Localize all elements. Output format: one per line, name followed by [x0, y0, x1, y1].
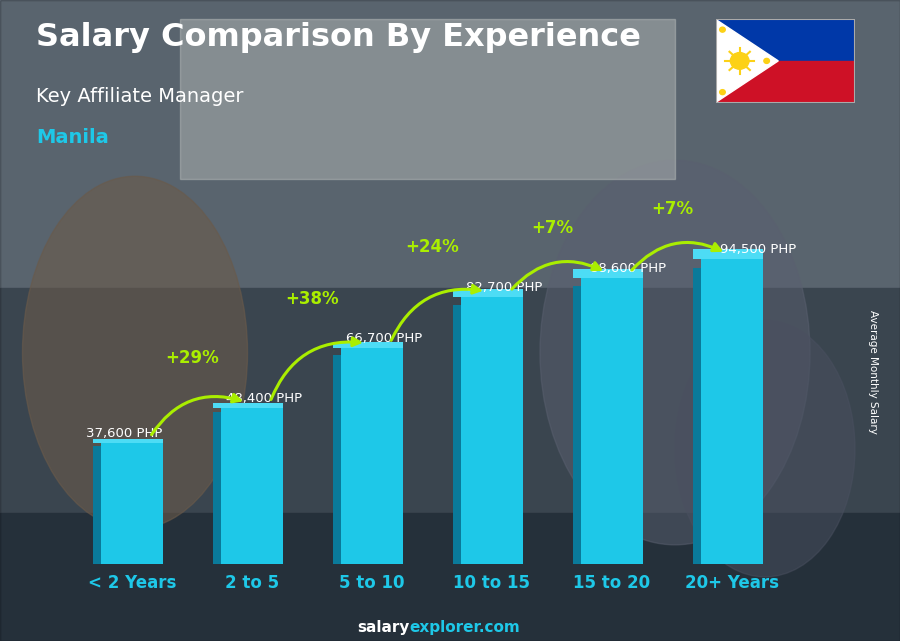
Text: 66,700 PHP: 66,700 PHP [346, 333, 422, 345]
Polygon shape [716, 19, 778, 103]
Text: +24%: +24% [405, 238, 459, 256]
Text: +29%: +29% [165, 349, 219, 367]
Bar [453, 288, 523, 297]
Bar [572, 269, 644, 278]
Bar [701, 258, 763, 564]
Bar [716, 19, 855, 61]
Bar [180, 19, 675, 179]
Bar [0, 513, 900, 641]
Text: salary: salary [357, 620, 410, 635]
Text: +7%: +7% [651, 200, 693, 218]
Bar [101, 442, 163, 564]
Bar [212, 412, 220, 564]
Ellipse shape [540, 160, 810, 545]
Ellipse shape [675, 320, 855, 577]
Bar [693, 268, 701, 564]
Bar [461, 297, 523, 564]
Ellipse shape [22, 176, 248, 529]
Bar [0, 0, 900, 288]
Bar [93, 439, 163, 442]
Bar [220, 408, 284, 564]
Text: Key Affiliate Manager: Key Affiliate Manager [36, 87, 244, 106]
Text: Manila: Manila [36, 128, 109, 147]
Text: 37,600 PHP: 37,600 PHP [86, 426, 163, 440]
Bar [0, 288, 900, 513]
Circle shape [720, 90, 725, 95]
Circle shape [731, 53, 749, 69]
Bar [716, 61, 855, 103]
Bar [572, 287, 580, 564]
Text: 88,600 PHP: 88,600 PHP [590, 262, 667, 275]
Circle shape [764, 58, 770, 63]
Bar [693, 249, 763, 258]
Text: Average Monthly Salary: Average Monthly Salary [868, 310, 878, 434]
Text: 94,500 PHP: 94,500 PHP [720, 242, 796, 256]
Bar [333, 355, 341, 564]
Circle shape [720, 27, 725, 32]
Bar [341, 349, 403, 564]
Text: +38%: +38% [285, 290, 338, 308]
Bar [93, 446, 101, 564]
Bar [212, 403, 284, 408]
Text: 48,400 PHP: 48,400 PHP [226, 392, 302, 404]
Text: explorer.com: explorer.com [410, 620, 520, 635]
Bar [453, 304, 461, 564]
Bar [580, 278, 644, 564]
Text: Salary Comparison By Experience: Salary Comparison By Experience [36, 22, 641, 53]
Bar [333, 342, 403, 349]
Text: 82,700 PHP: 82,700 PHP [465, 281, 542, 294]
Text: +7%: +7% [531, 219, 573, 237]
